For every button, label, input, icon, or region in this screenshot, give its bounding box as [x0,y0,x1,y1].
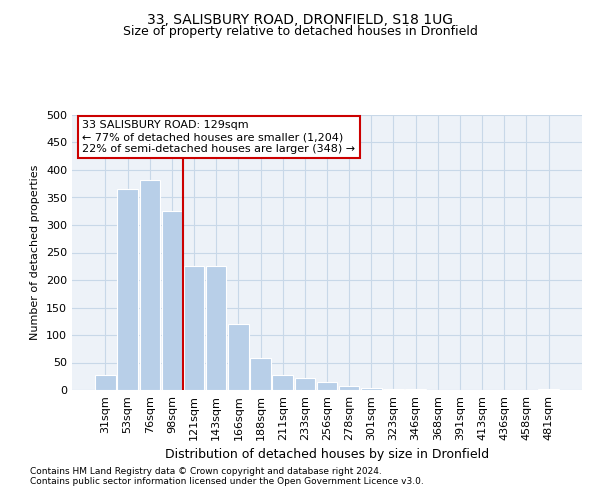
Text: Contains HM Land Registry data © Crown copyright and database right 2024.: Contains HM Land Registry data © Crown c… [30,467,382,476]
Text: 33, SALISBURY ROAD, DRONFIELD, S18 1UG: 33, SALISBURY ROAD, DRONFIELD, S18 1UG [147,12,453,26]
X-axis label: Distribution of detached houses by size in Dronfield: Distribution of detached houses by size … [165,448,489,462]
Bar [272,374,293,390]
Bar [250,358,271,390]
Bar [118,189,138,390]
Bar [538,389,559,390]
Text: Size of property relative to detached houses in Dronfield: Size of property relative to detached ho… [122,25,478,38]
Bar [228,324,248,390]
Bar [184,266,204,390]
Bar [317,382,337,390]
Bar [361,388,382,390]
Y-axis label: Number of detached properties: Number of detached properties [31,165,40,340]
Bar [95,374,116,390]
Bar [140,180,160,390]
Text: Contains public sector information licensed under the Open Government Licence v3: Contains public sector information licen… [30,477,424,486]
Bar [295,378,315,390]
Bar [339,386,359,390]
Bar [161,211,182,390]
Text: 33 SALISBURY ROAD: 129sqm
← 77% of detached houses are smaller (1,204)
22% of se: 33 SALISBURY ROAD: 129sqm ← 77% of detac… [82,120,355,154]
Bar [206,266,226,390]
